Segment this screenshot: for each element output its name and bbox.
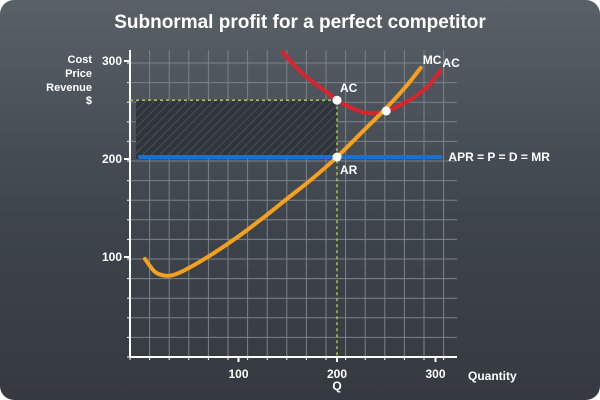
- q-label: Q: [332, 379, 341, 393]
- point-label: AC: [340, 81, 358, 95]
- mc-label: MC: [423, 53, 442, 67]
- demand-label: APR = P = D = MR: [448, 150, 550, 164]
- point-label: AR: [340, 163, 358, 177]
- mc-curve: [142, 65, 423, 278]
- y-tick-label: 100: [102, 250, 122, 264]
- y-tick-label: 300: [102, 54, 122, 68]
- x-tick-label: 200: [327, 367, 347, 381]
- x-tick-label: 300: [425, 367, 445, 381]
- ylabel-line: Price: [65, 68, 92, 80]
- x-axis-label: Quantity: [468, 369, 517, 383]
- ac-curve: [280, 50, 443, 116]
- ylabel-line: Revenue: [46, 82, 92, 94]
- y-tick-label: 200: [102, 152, 122, 166]
- point-marker: [332, 95, 342, 105]
- ylabel-line: $: [86, 95, 92, 107]
- chart-title: Subnormal profit for a perfect competito…: [114, 12, 486, 33]
- x-tick-label: 100: [228, 367, 248, 381]
- ac-label: AC: [442, 56, 460, 70]
- point-marker: [332, 152, 342, 162]
- ylabel-line: Cost: [68, 54, 93, 66]
- loss-area: [136, 100, 337, 159]
- point-marker: [381, 106, 391, 116]
